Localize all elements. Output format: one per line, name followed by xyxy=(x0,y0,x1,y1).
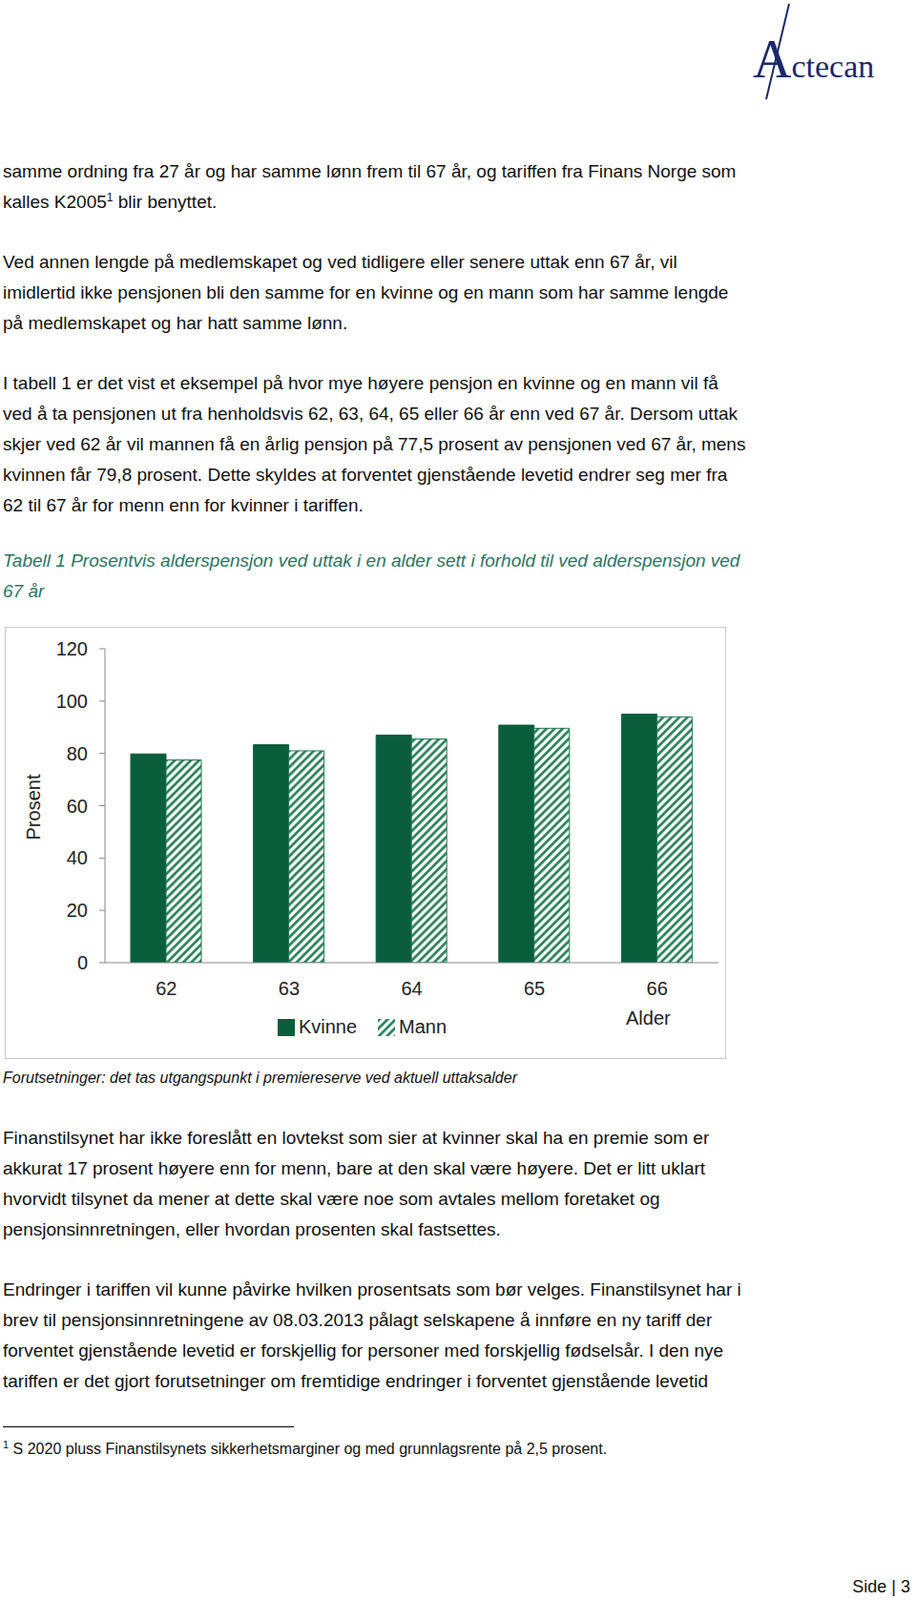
html-text:tariffen er det gjort forutset: tariffen er det gjort forutsetninger om … xyxy=(2,1371,708,1392)
svg-text:20: 20 xyxy=(66,899,88,921)
html-text:Mann: Mann xyxy=(398,1016,447,1038)
html-text:forventet gjenstående levetid: forventet gjenstående levetid er forskje… xyxy=(2,1340,724,1361)
html-text:samme ordning fra 27 år og har: samme ordning fra 27 år og har samme løn… xyxy=(2,161,737,182)
html-text:1 S 2020 pluss Finanstilsynets: 1 S 2020 pluss Finanstilsynets sikkerhet… xyxy=(2,1438,607,1458)
svg-text:65: 65 xyxy=(523,978,545,1000)
svg-text:66: 66 xyxy=(646,978,668,1000)
html-text:akkurat 17 prosent høyere enn: akkurat 17 prosent høyere enn for menn, … xyxy=(2,1158,706,1179)
svg-text:40: 40 xyxy=(66,847,88,869)
html-text:Side | 3: Side | 3 xyxy=(852,1577,911,1597)
svg-text:120: 120 xyxy=(56,638,88,660)
svg-text:63: 63 xyxy=(278,978,300,1000)
html-text:hvorvidt tilsynet da mener at: hvorvidt tilsynet da mener at dette skal… xyxy=(2,1188,660,1209)
html-text:kvinnen får 79,8 prosent. Dett: kvinnen får 79,8 prosent. Dette skyldes … xyxy=(2,464,728,485)
html-text:Finanstilsynet har ikke foresl: Finanstilsynet har ikke foreslått en lov… xyxy=(2,1127,710,1148)
html-text:brev til pensjonsinnretningene: brev til pensjonsinnretningene av 08.03.… xyxy=(2,1310,713,1331)
html-text:62 til 67 år for menn enn for: 62 til 67 år for menn enn for kvinner i … xyxy=(2,495,364,516)
html-text:imidlertid ikke pensjonen bli: imidlertid ikke pensjonen bli den samme … xyxy=(2,282,729,303)
svg-text:62: 62 xyxy=(155,978,177,1000)
html-text:Forutsetninger: det tas utgang: Forutsetninger: det tas utgangspunkt i p… xyxy=(2,1069,518,1086)
html-text:kalles K2005: kalles K2005 xyxy=(2,191,107,212)
svg-text:60: 60 xyxy=(66,795,88,817)
html-text:1blir benyttet.: 1blir benyttet. xyxy=(106,190,217,212)
html-text:67 år: 67 år xyxy=(2,581,45,602)
html-text:I tabell 1 er det vist et ekse: I tabell 1 er det vist et eksempel på hv… xyxy=(2,373,719,394)
html-text:Actecan: Actecan xyxy=(752,29,875,89)
html-text:ved å ta pensjonen ut fra henh: ved å ta pensjonen ut fra henholdsvis 62… xyxy=(2,403,738,424)
html-text:Kvinne: Kvinne xyxy=(298,1016,357,1038)
html-text:på medlemskapet og har hatt sa: på medlemskapet og har hatt samme lønn. xyxy=(2,312,348,334)
html-text:Alder: Alder xyxy=(625,1007,671,1029)
svg-text:100: 100 xyxy=(56,690,88,712)
html-text:Endringer i tariffen vil kunne: Endringer i tariffen vil kunne påvirke h… xyxy=(2,1279,742,1300)
svg-text:0: 0 xyxy=(77,952,88,974)
html-text:Ved annen lengde på medlemskap: Ved annen lengde på medlemskapet og ved … xyxy=(2,251,678,272)
html-text:Prosent: Prosent xyxy=(22,774,44,841)
svg-text:80: 80 xyxy=(66,743,88,765)
svg-text:64: 64 xyxy=(400,978,422,1000)
html-text:Tabell 1 Prosentvis alderspens: Tabell 1 Prosentvis alderspensjon ved ut… xyxy=(2,550,740,571)
html-text:pensjonsinnretningen, eller hv: pensjonsinnretningen, eller hvordan pros… xyxy=(2,1219,501,1240)
html-text:skjer ved 62 år vil mannen få: skjer ved 62 år vil mannen få en årlig p… xyxy=(2,434,746,455)
